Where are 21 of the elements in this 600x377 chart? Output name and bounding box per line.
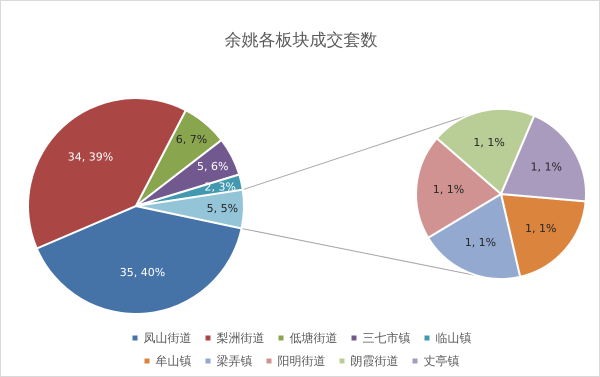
data-label: 5, 5% (206, 202, 238, 215)
data-label: 1, 1% (525, 222, 556, 236)
data-label: 1, 1% (530, 160, 562, 174)
legend-label: 低塘街道 (290, 331, 338, 345)
legend-label: 梨洲街道 (216, 331, 264, 345)
chart-title: 余姚各板块成交套数 (224, 30, 378, 50)
data-label: 1, 1% (473, 136, 505, 150)
legend-label: 朗霞街道 (350, 354, 398, 368)
data-label: 1, 1% (464, 236, 496, 250)
legend-label: 三七市镇 (362, 331, 410, 345)
data-label: 5, 6% (197, 160, 228, 173)
legend-label: 牟山镇 (156, 354, 192, 368)
data-label: 35, 40% (120, 266, 166, 280)
legend-label: 凤山街道 (144, 331, 192, 345)
legend-label: 梁弄镇 (216, 354, 252, 368)
legend-label: 阳明街道 (278, 354, 326, 368)
data-label: 34, 39% (68, 150, 114, 164)
data-label: 1, 1% (432, 182, 464, 196)
legend-label: 临山镇 (436, 331, 472, 345)
legend-label: 丈亭镇 (424, 354, 460, 368)
data-label: 6, 7% (176, 133, 208, 146)
